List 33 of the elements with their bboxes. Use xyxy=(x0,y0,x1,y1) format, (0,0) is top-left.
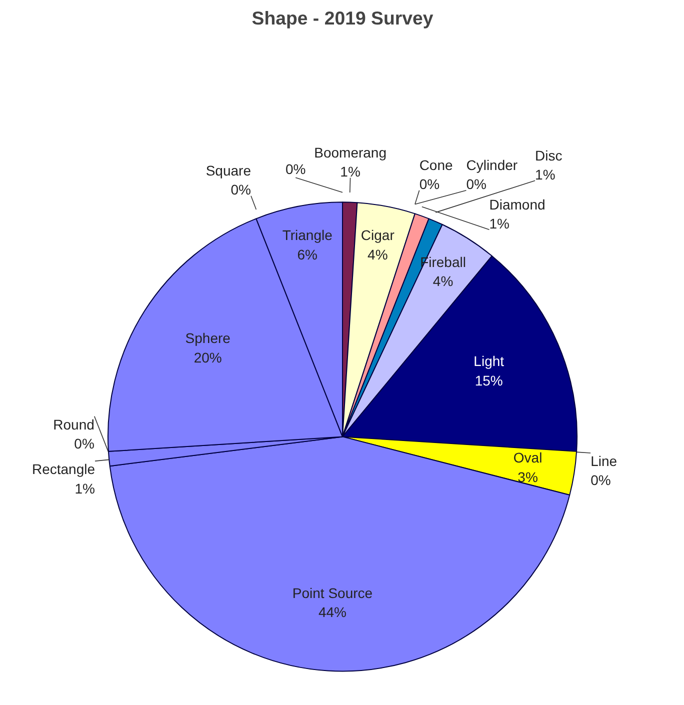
text: 0% xyxy=(285,161,306,178)
slice-label: Light xyxy=(474,353,504,370)
slice-label: Oval xyxy=(513,450,542,466)
data-label: 3% xyxy=(518,468,538,485)
text: 0% xyxy=(74,436,94,452)
text: 0% xyxy=(230,182,251,198)
text: 0% xyxy=(590,472,611,488)
category-label: Cylinder xyxy=(466,157,518,174)
data-label: 44% xyxy=(318,604,347,620)
slice-label: Sphere xyxy=(185,330,231,346)
data-label: 1% xyxy=(74,480,96,496)
legend-label: Line xyxy=(590,452,618,469)
slice-label: Disc xyxy=(535,147,562,164)
slice-label: Cigar xyxy=(360,227,395,244)
data-label: 1% xyxy=(535,166,556,183)
data-label: 15% xyxy=(474,372,503,388)
category-label: Round xyxy=(53,416,94,432)
data-label: 20% xyxy=(194,349,222,366)
data-label: 1% xyxy=(340,164,360,180)
slice-label: Point Source xyxy=(292,584,373,601)
slice-label: Diamond xyxy=(489,196,546,212)
chart-title: Shape - 2019 Survey xyxy=(252,8,434,28)
slice-label: Boomerang xyxy=(314,144,387,160)
data-label: 1% xyxy=(489,216,510,232)
slice-label: Triangle xyxy=(282,227,333,244)
text: 0% xyxy=(419,176,440,192)
data-label: 4% xyxy=(368,246,388,262)
category-label: Square xyxy=(206,162,251,179)
data-label: 6% xyxy=(297,246,318,262)
category-label: Cone xyxy=(419,157,453,174)
data-label: 4% xyxy=(432,273,454,290)
text: 0% xyxy=(466,176,486,192)
slice-label: Rectangle xyxy=(32,461,96,478)
